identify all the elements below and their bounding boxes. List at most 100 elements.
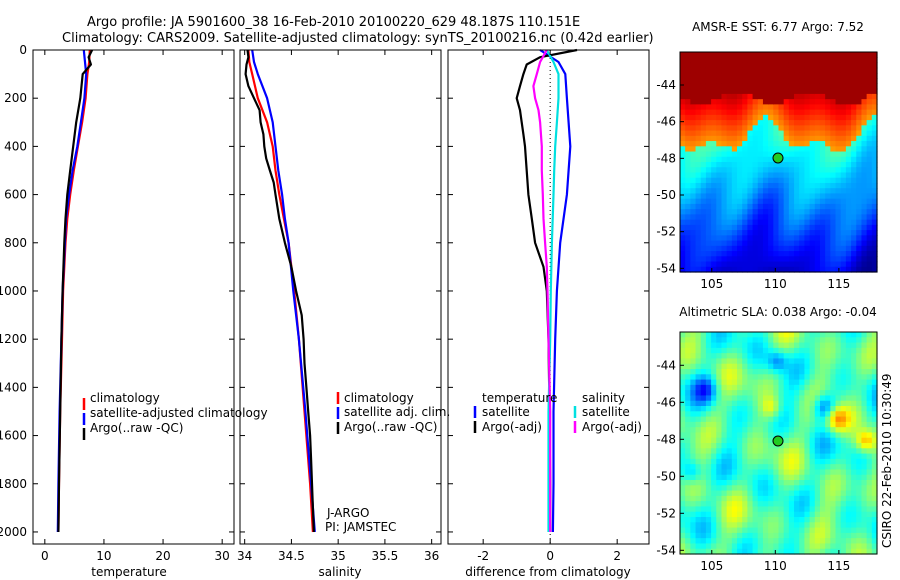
sst-map-cell <box>700 57 707 64</box>
sla-map-cell <box>835 453 842 460</box>
sst-map-cell <box>685 167 691 174</box>
sst-map-cell <box>773 224 780 231</box>
sla-map-cell <box>783 453 790 460</box>
sst-map-cell <box>726 52 733 58</box>
sst-map-cell <box>835 188 842 195</box>
sla-map-cell <box>721 448 728 455</box>
sla-map-cell <box>788 411 795 418</box>
sst-map-cell <box>866 224 873 231</box>
sla-map-cell <box>705 353 712 360</box>
sst-map-cell <box>680 182 686 189</box>
sst-map-cell <box>705 193 712 200</box>
sla-map-cell <box>845 406 852 412</box>
sst-map-cell <box>757 261 764 268</box>
sst-map-cell <box>804 266 811 273</box>
sla-map-cell <box>804 538 811 545</box>
sst-map-cell <box>721 224 728 231</box>
sst-map-cell <box>721 177 728 184</box>
legend-label-satellite: satellite adj. clim. <box>344 405 450 419</box>
sla-map-cell <box>742 332 748 338</box>
sst-map-cell <box>726 251 733 257</box>
sla-map-cell <box>773 501 780 508</box>
sla-map-cell <box>705 538 712 545</box>
sla-map-cell <box>721 406 728 412</box>
sst-map-cell <box>861 224 868 231</box>
sst-map-cell <box>721 57 728 64</box>
sst-map-cell <box>711 120 717 126</box>
sla-map-cell <box>757 474 764 481</box>
sla-map-cell <box>737 363 743 370</box>
sst-map-cell <box>861 203 868 210</box>
sst-map-cell <box>737 57 743 64</box>
sla-map-cell <box>825 532 831 539</box>
sst-map-cell <box>840 72 847 79</box>
sst-map-cell <box>700 52 707 58</box>
sla-map-cell <box>851 548 857 555</box>
sla-map-cell <box>830 469 837 476</box>
sst-map-cell <box>794 78 800 85</box>
sla-map-cell <box>819 432 826 439</box>
sst-map-cell <box>835 67 842 74</box>
sst-map-cell <box>871 167 878 174</box>
sla-map-cell <box>861 522 868 529</box>
sla-map-cell <box>680 411 686 418</box>
sst-map-cell <box>700 151 707 158</box>
sla-map-cell <box>721 453 728 460</box>
sst-map-cell <box>845 130 852 137</box>
sla-map-cell <box>778 469 785 476</box>
sla-map-cell <box>814 332 821 338</box>
sla-map-cell <box>830 506 837 513</box>
sla-map-cell <box>856 453 863 460</box>
sla-map-cell <box>799 527 806 534</box>
sla-map-cell <box>752 495 759 502</box>
sla-map-cell <box>685 474 691 481</box>
sla-map-cell <box>840 363 847 370</box>
sla-map-cell <box>768 532 774 539</box>
sla-map-cell <box>752 421 759 428</box>
sst-map-cell <box>819 162 826 168</box>
sla-map-cell <box>731 347 738 354</box>
sla-map-cell <box>871 511 878 518</box>
sst-map-cell <box>851 219 857 226</box>
sst-map-cell <box>721 88 728 95</box>
sst-map-cell <box>700 88 707 95</box>
sst-map-cell <box>835 151 842 158</box>
sst-map-cell <box>788 99 795 105</box>
sst-map-cell <box>871 72 878 79</box>
sst-map-cell <box>840 93 847 100</box>
sla-map-cell <box>721 369 728 375</box>
sla-map-cell <box>737 543 743 550</box>
sla-map-cell <box>783 379 790 386</box>
sst-map-cell <box>794 146 800 153</box>
sla-map-cell <box>705 432 712 439</box>
sst-map-cell <box>752 72 759 79</box>
sst-map-cell <box>680 78 686 85</box>
sst-map-cell <box>690 240 697 247</box>
sla-map-cell <box>695 469 702 476</box>
sla-map-cell <box>700 374 707 381</box>
sst-map-cell <box>731 88 738 95</box>
sla-map-cell <box>794 495 800 502</box>
sst-map-cell <box>788 72 795 79</box>
sla-map-cell <box>819 369 826 375</box>
sla-map-cell <box>711 379 717 386</box>
sla-map-cell <box>768 538 774 545</box>
sla-map-cell <box>814 374 821 381</box>
sst-map-cell <box>685 172 691 179</box>
sla-map-cell <box>840 347 847 354</box>
sla-map-cell <box>685 437 691 444</box>
sst-map-cell <box>726 99 733 105</box>
sla-map-cell <box>731 363 738 370</box>
sst-map-cell <box>700 156 707 163</box>
sla-map-cell <box>690 543 697 550</box>
sla-map-cell <box>871 543 878 550</box>
sst-map-cell <box>690 182 697 189</box>
sst-map-cell <box>814 83 821 90</box>
sla-map-cell <box>742 532 748 539</box>
sst-map-cell <box>726 224 733 231</box>
temperature-legend: climatology satellite-adjusted climatolo… <box>82 391 268 440</box>
sla-map-cell <box>814 485 821 492</box>
sla-map-cell <box>731 353 738 360</box>
sla-map-cell <box>825 400 831 407</box>
sst-map-cell <box>737 141 743 147</box>
